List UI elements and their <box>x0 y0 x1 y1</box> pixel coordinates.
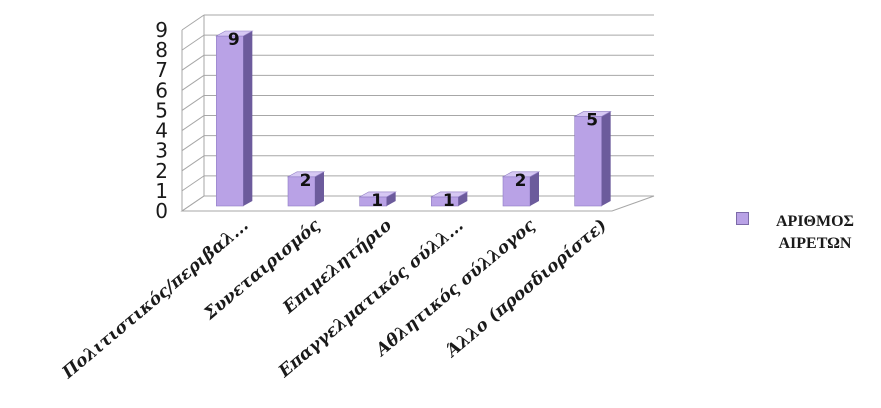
bar-top <box>215 30 254 37</box>
chart-gridlines <box>180 14 655 212</box>
data-label: 5 <box>586 110 598 130</box>
bar <box>430 191 469 207</box>
bar <box>286 171 326 207</box>
gridline-side <box>181 155 205 172</box>
y-tick-label: 5 <box>155 98 168 122</box>
bar-side <box>386 191 396 206</box>
y-tick-label: 2 <box>155 159 168 183</box>
y-tick-label: 4 <box>155 119 168 143</box>
bar-front <box>502 176 531 207</box>
gridline-side <box>181 135 205 152</box>
bar-front <box>216 35 244 207</box>
data-label: 1 <box>371 191 383 211</box>
gridline-side <box>181 74 205 91</box>
bar-side <box>243 31 253 206</box>
x-tick-label: Συνεταιρισμός <box>200 215 325 325</box>
bar-top <box>501 171 541 178</box>
bar-top <box>573 111 612 117</box>
legend-label: ΑΡΙΘΜΟΣ ΑΙΡΕΤΩΝ <box>775 213 854 252</box>
bar-side <box>315 171 324 206</box>
x-axis-labels: Πολιτιστικός/περιβαλ...ΣυνεταιρισμόςΕπιμ… <box>58 215 611 383</box>
y-tick-label: 9 <box>155 18 168 42</box>
legend-swatch <box>736 212 749 225</box>
gridline-side <box>181 175 205 192</box>
bar <box>501 171 541 207</box>
gridline-side <box>181 14 205 31</box>
bar-side <box>458 191 468 206</box>
bar <box>573 111 612 207</box>
bar-top <box>430 191 469 198</box>
y-tick-label: 0 <box>155 199 168 223</box>
y-tick-label: 7 <box>155 58 168 82</box>
data-label: 1 <box>443 191 455 211</box>
legend: ΑΡΙΘΜΟΣ ΑΙΡΕΤΩΝ <box>736 211 881 255</box>
bar-side <box>601 111 611 206</box>
chart-floor <box>180 195 655 212</box>
y-tick-label: 1 <box>155 179 168 203</box>
gridline-side <box>181 54 205 71</box>
gridline-side <box>181 34 205 51</box>
bar <box>215 30 254 207</box>
data-labels: 9 2 1 1 2 5 <box>228 30 598 211</box>
y-tick-label: 3 <box>155 139 168 163</box>
bar-top <box>286 171 326 178</box>
gridline-side <box>181 115 205 131</box>
data-label: 2 <box>515 171 527 191</box>
y-tick-label: 6 <box>155 78 168 102</box>
chart-bars <box>215 30 612 207</box>
data-label: 9 <box>228 30 240 50</box>
bar <box>358 191 397 207</box>
bar-side <box>530 171 539 206</box>
bar-top <box>358 191 397 198</box>
data-label: 2 <box>300 171 312 191</box>
gridline-side <box>181 95 205 111</box>
y-tick-label: 8 <box>155 38 168 62</box>
